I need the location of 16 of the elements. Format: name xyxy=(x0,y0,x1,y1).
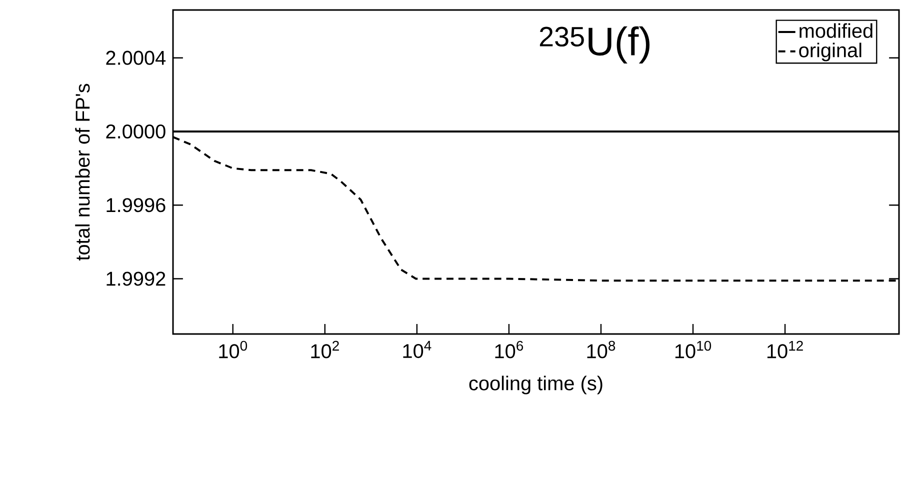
x-tick-label: 10$^{6}$ xyxy=(495,340,524,358)
x-tick-label: 10$^{10}$ xyxy=(675,340,712,358)
x-axis-title: cooling time (s) xyxy=(469,376,602,394)
x-tick-label: 10$^{12}$ xyxy=(767,340,803,358)
y-tick-label: 2.0000 xyxy=(106,124,166,139)
x-tick-label: 10$^{4}$ xyxy=(403,340,432,358)
y-tick-label: 1.9996 xyxy=(106,198,166,212)
y-tick-label: 1.9992 xyxy=(106,272,166,286)
x-tick-label: 10$^{0}$ xyxy=(219,340,248,358)
x-tick-label: 10$^{2}$ xyxy=(311,340,339,358)
y-axis-title: total number of FP's xyxy=(75,84,90,261)
y-tick-label: 2.0004 xyxy=(106,50,166,65)
legend-label: original xyxy=(799,42,862,62)
x-tick-label: 10$^{8}$ xyxy=(587,340,616,358)
legend-label: modified xyxy=(800,23,872,38)
annotation: $^{235}$U(f) xyxy=(540,26,650,64)
